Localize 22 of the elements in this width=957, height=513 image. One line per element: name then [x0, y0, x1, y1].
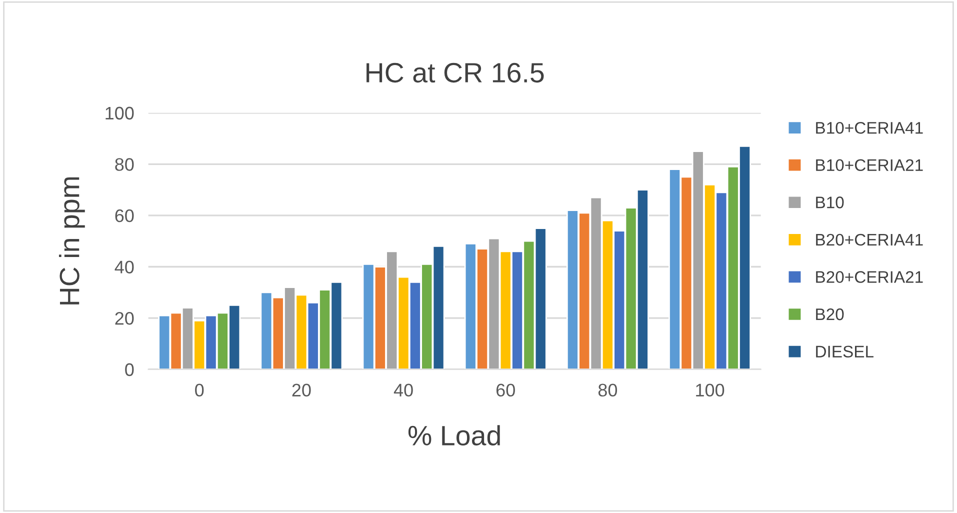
legend-label: B20+CERIA41 — [816, 234, 923, 246]
legend-label: B10+CERIA41 — [816, 122, 923, 134]
legend-label: B10+CERIA21 — [816, 159, 923, 172]
y-tick-label: 80 — [115, 158, 134, 171]
x-tick-label: 80 — [598, 384, 618, 397]
legend-label: B20 — [816, 308, 844, 320]
x-tick-label: 40 — [394, 384, 413, 397]
chart-title: HC at CR 16.5 — [366, 62, 544, 83]
y-axis-title: HC in ppm — [58, 177, 85, 304]
y-tick-label: 0 — [125, 363, 134, 376]
y-tick-label: 60 — [115, 209, 134, 222]
y-tick-label: 40 — [114, 260, 134, 274]
legend-label: B20+CERIA21 — [816, 271, 923, 283]
x-tick-label: 100 — [696, 384, 724, 397]
legend-label: B10 — [816, 196, 844, 208]
y-tick-label: 100 — [106, 106, 134, 120]
y-tick-label: 20 — [115, 312, 134, 325]
x-tick-label: 60 — [496, 384, 515, 397]
x-axis-title: % Load — [408, 425, 500, 446]
x-tick-label: 0 — [195, 384, 204, 397]
x-tick-label: 20 — [292, 384, 311, 397]
legend-label: DIESEL — [816, 346, 874, 358]
